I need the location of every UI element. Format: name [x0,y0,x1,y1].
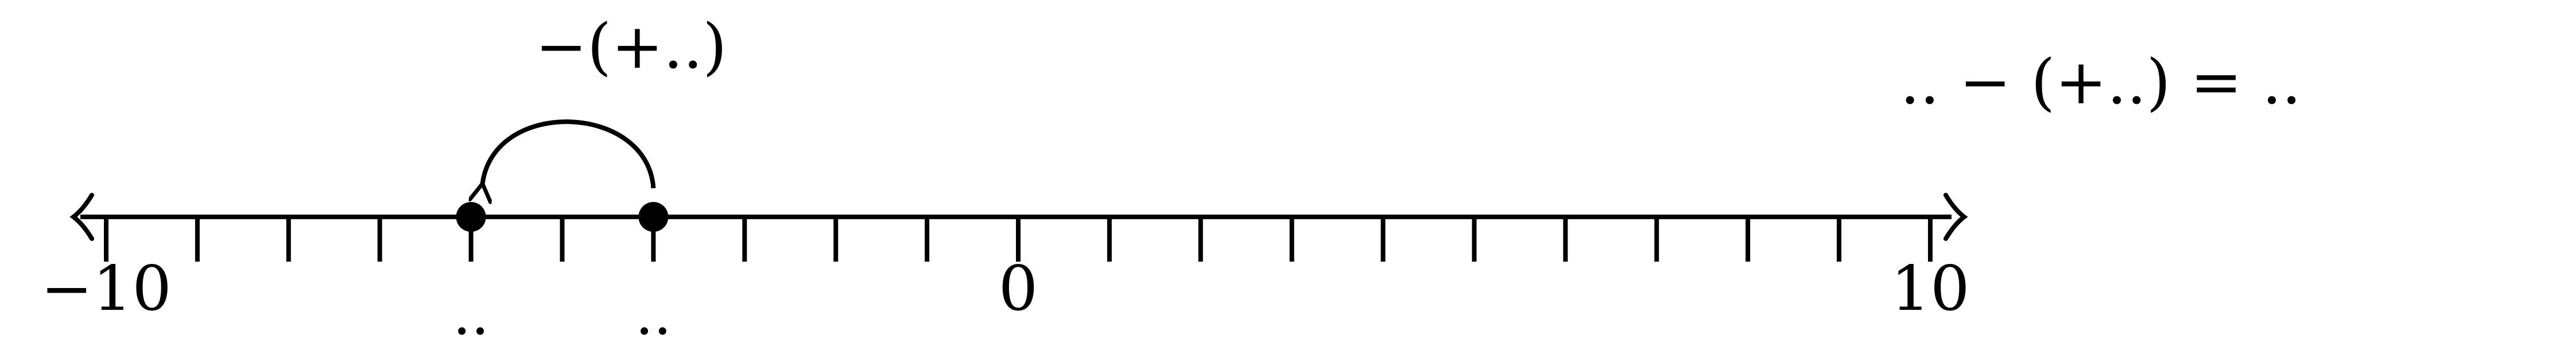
equation-text: .. − (+..) = .. [1900,46,2301,118]
axis-right-arrow [1943,193,1968,241]
ticks [104,216,1933,262]
point-label: .. [453,281,490,348]
points [456,202,669,232]
point-label: .. [635,281,672,348]
axis-left-arrow [69,193,94,241]
point-marker [456,202,486,232]
tick-label: 10 [1891,253,1969,325]
tick-label: −10 [41,253,172,325]
jump-label: −(+..) [536,11,727,83]
tick-label: 0 [999,253,1038,325]
jump-arc [483,119,656,188]
point-labels: .... [453,281,672,348]
point-marker [638,202,669,232]
tick-labels: −10 0 10 [41,253,1970,325]
